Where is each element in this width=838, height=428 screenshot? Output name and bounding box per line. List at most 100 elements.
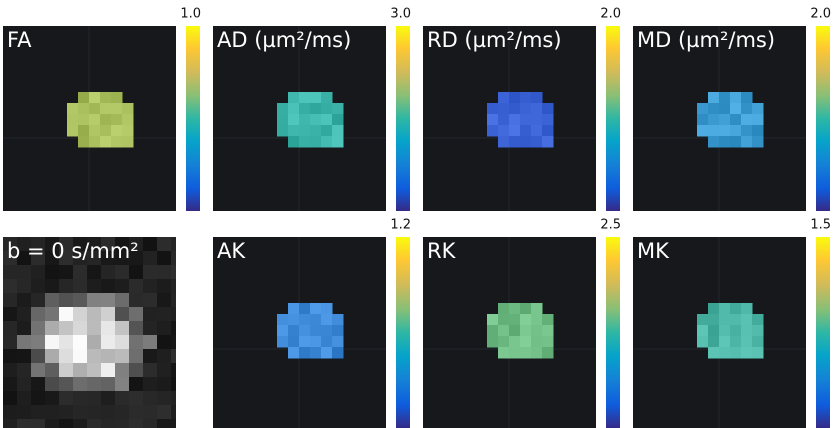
map-pixel <box>78 125 90 137</box>
b0-pixel <box>115 405 129 419</box>
b0-pixel <box>115 335 129 349</box>
map-pixel <box>332 347 344 359</box>
colorbar-max: 2.0 <box>810 7 831 22</box>
map-pixel <box>531 336 543 348</box>
b0-pixel <box>157 307 171 321</box>
map-pixel <box>299 136 311 148</box>
b0-pixel <box>17 279 31 293</box>
b0-pixel <box>3 265 17 279</box>
b0-pixel <box>17 335 31 349</box>
map-pixel <box>741 347 753 359</box>
b0-pixel <box>87 293 101 307</box>
map-pixel <box>531 92 543 104</box>
b0-pixel <box>157 265 171 279</box>
panel-label: b = 0 s/mm² <box>7 239 139 263</box>
b0-pixel <box>157 419 171 428</box>
map-pixel <box>299 325 311 337</box>
map-pixel <box>741 136 753 148</box>
colorbar <box>396 26 410 211</box>
b0-pixel <box>157 237 171 251</box>
b0-pixel <box>31 419 45 428</box>
b0-pixel <box>73 377 87 391</box>
map-pixel <box>708 114 720 126</box>
b0-pixel <box>143 335 157 349</box>
colorbar-max: 1.5 <box>810 218 831 233</box>
b0-pixel <box>59 321 73 335</box>
panel-label: RK <box>427 239 457 263</box>
b0-pixel <box>17 349 31 363</box>
map-pixel <box>277 125 289 137</box>
map-pixel <box>321 325 333 337</box>
b0-pixel <box>3 391 17 405</box>
map-pixel <box>520 125 532 137</box>
b0-pixel <box>171 279 176 293</box>
map-pixel <box>332 125 344 137</box>
map-pixel <box>752 325 764 337</box>
b0-pixel <box>115 279 129 293</box>
b0-pixel <box>129 265 143 279</box>
b0-pixel <box>87 279 101 293</box>
map-pixel <box>498 103 510 115</box>
map-pixel <box>487 325 499 337</box>
map-pixel <box>697 325 709 337</box>
b0-pixel <box>3 321 17 335</box>
b0-pixel <box>101 405 115 419</box>
map-pixel <box>531 125 543 137</box>
map-pixel <box>542 347 554 359</box>
b0-pixel <box>101 349 115 363</box>
map-pixel <box>332 114 344 126</box>
b0-pixel <box>115 391 129 405</box>
map-pixel <box>332 136 344 148</box>
b0-pixel <box>73 405 87 419</box>
b0-pixel <box>59 391 73 405</box>
b0-pixel <box>3 335 17 349</box>
map-pixel <box>741 325 753 337</box>
b0-pixel <box>129 335 143 349</box>
b0-pixel <box>3 363 17 377</box>
b0-pixel <box>17 419 31 428</box>
map-pixel <box>321 136 333 148</box>
map-pixel <box>321 347 333 359</box>
map-pixel <box>719 114 731 126</box>
b0-pixel <box>17 405 31 419</box>
map-pixel <box>542 114 554 126</box>
b0-pixel <box>45 307 59 321</box>
map-pixel <box>531 114 543 126</box>
map-pixel <box>708 92 720 104</box>
map-pixel <box>708 303 720 315</box>
b0-pixel <box>31 265 45 279</box>
panel-label: AK <box>217 239 246 263</box>
b0-pixel <box>31 377 45 391</box>
b0-pixel <box>171 349 176 363</box>
map-pixel <box>277 336 289 348</box>
map-pixel <box>542 125 554 137</box>
map-pixel <box>542 314 554 326</box>
map-pixel <box>520 103 532 115</box>
map-pixel <box>520 136 532 148</box>
map-pixel <box>697 103 709 115</box>
map-pixel <box>288 303 300 315</box>
b0-pixel <box>129 321 143 335</box>
map-pixel <box>299 347 311 359</box>
map-pixel <box>730 136 742 148</box>
map-pixel <box>100 103 112 115</box>
b0-pixel <box>87 335 101 349</box>
map-pixel <box>741 336 753 348</box>
map-pixel <box>509 347 521 359</box>
b0-pixel <box>129 363 143 377</box>
map-pixel <box>730 92 742 104</box>
b0-pixel <box>73 335 87 349</box>
map-pixel <box>100 125 112 137</box>
map-pixel <box>288 347 300 359</box>
b0-pixel <box>45 265 59 279</box>
map-pixel <box>752 314 764 326</box>
b0-pixel <box>45 377 59 391</box>
map-pixel <box>310 125 322 137</box>
map-pixel <box>520 314 532 326</box>
map-pixel <box>719 92 731 104</box>
b0-pixel <box>115 419 129 428</box>
b0-pixel <box>129 391 143 405</box>
b0-pixel <box>45 335 59 349</box>
map-pixel <box>332 336 344 348</box>
b0-pixel <box>31 391 45 405</box>
